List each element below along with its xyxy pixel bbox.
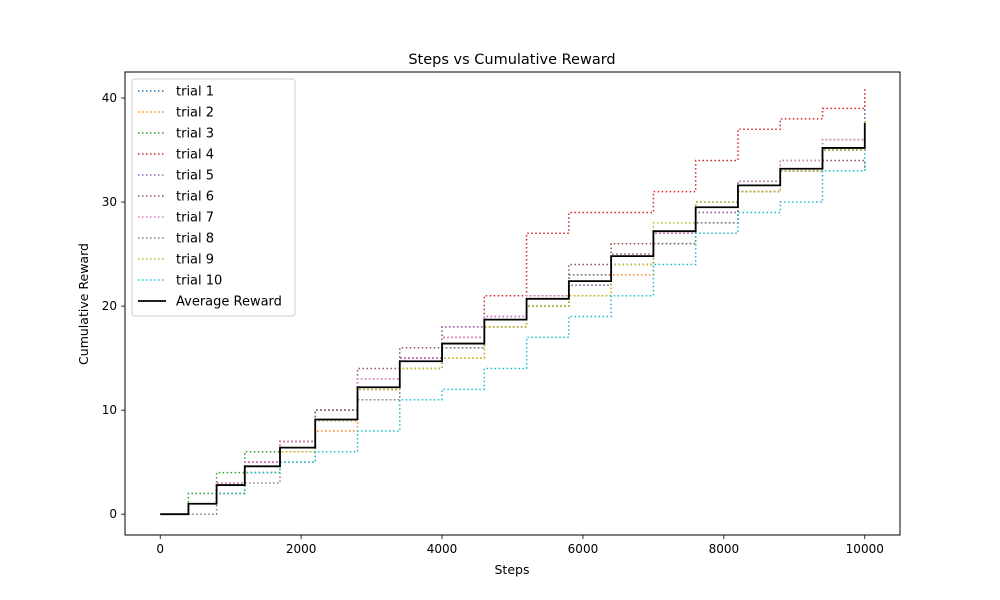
legend-label: trial 2 [176,106,214,121]
series-line-11 [160,122,866,516]
x-tick-label: 2000 [286,542,317,556]
x-tick-label: 6000 [568,542,599,556]
legend-label: trial 5 [176,169,214,184]
x-tick-label: 0 [156,542,164,556]
y-axis-label: Cumulative Reward [76,243,91,365]
legend-label: trial 9 [176,253,214,268]
legend-label: Average Reward [176,295,282,310]
legend-label: trial 10 [176,274,222,289]
legend-label: trial 6 [176,190,214,205]
x-tick-label: 10000 [846,542,884,556]
y-tick-label: 20 [102,299,117,313]
x-tick-label: 4000 [427,542,458,556]
legend: trial 1 trial 2 trial 3 trial 4 trial 5 trial… [131,78,296,317]
x-tick-label: 8000 [709,542,740,556]
x-axis-ticks: 0 2000 4000 6000 8000 10000 [156,535,884,556]
y-axis-ticks: 0 10 20 30 40 [102,91,125,521]
legend-label: trial 3 [176,127,214,142]
series-line-7 [160,118,866,515]
legend-label: trial 1 [176,85,214,100]
y-tick-label: 10 [102,403,117,417]
y-tick-label: 0 [109,507,117,521]
x-axis-label: Steps [495,562,530,577]
y-tick-label: 40 [102,91,117,105]
legend-box [131,78,296,317]
legend-label: trial 7 [176,211,214,226]
legend-label: trial 8 [176,232,214,247]
axes-frame [124,71,901,536]
legend-label: trial 4 [176,148,214,163]
chart-title: Steps vs Cumulative Reward [408,52,615,68]
y-tick-label: 30 [102,195,117,209]
plot-area [160,87,866,516]
